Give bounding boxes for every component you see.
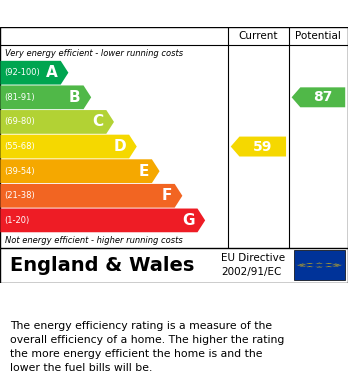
Polygon shape (0, 159, 159, 183)
Polygon shape (0, 208, 205, 232)
Polygon shape (331, 265, 340, 266)
Polygon shape (305, 263, 314, 264)
Text: (92-100): (92-100) (4, 68, 40, 77)
Text: (39-54): (39-54) (4, 167, 35, 176)
Bar (294, 250, 345, 280)
Polygon shape (331, 264, 340, 265)
Text: EU Directive
2002/91/EC: EU Directive 2002/91/EC (221, 253, 285, 277)
Text: Current: Current (239, 31, 278, 41)
Text: (21-38): (21-38) (4, 191, 35, 200)
Text: D: D (114, 139, 126, 154)
Polygon shape (292, 87, 345, 107)
Polygon shape (305, 266, 314, 267)
Polygon shape (0, 86, 91, 109)
Text: F: F (161, 188, 172, 203)
Text: (55-68): (55-68) (4, 142, 35, 151)
Text: Potential: Potential (295, 31, 341, 41)
Text: 87: 87 (313, 90, 332, 104)
Text: B: B (69, 90, 81, 105)
Polygon shape (0, 135, 137, 158)
Text: (81-91): (81-91) (4, 93, 35, 102)
Text: (69-80): (69-80) (4, 117, 35, 126)
Polygon shape (0, 61, 68, 84)
Text: G: G (182, 213, 195, 228)
Text: C: C (93, 115, 104, 129)
Text: E: E (139, 164, 149, 179)
Polygon shape (324, 263, 333, 264)
Text: A: A (46, 65, 58, 80)
Text: 59: 59 (253, 140, 272, 154)
Polygon shape (298, 265, 307, 266)
Polygon shape (298, 264, 307, 265)
Text: Energy Efficiency Rating: Energy Efficiency Rating (10, 5, 239, 23)
Polygon shape (0, 110, 114, 134)
Polygon shape (231, 136, 286, 156)
Text: England & Wales: England & Wales (10, 256, 195, 274)
Polygon shape (315, 263, 324, 264)
Polygon shape (324, 266, 333, 267)
Polygon shape (0, 184, 182, 208)
Text: Very energy efficient - lower running costs: Very energy efficient - lower running co… (5, 48, 183, 57)
Text: Not energy efficient - higher running costs: Not energy efficient - higher running co… (5, 236, 183, 245)
Text: (1-20): (1-20) (4, 216, 30, 225)
Text: The energy efficiency rating is a measure of the
overall efficiency of a home. T: The energy efficiency rating is a measur… (10, 321, 285, 373)
